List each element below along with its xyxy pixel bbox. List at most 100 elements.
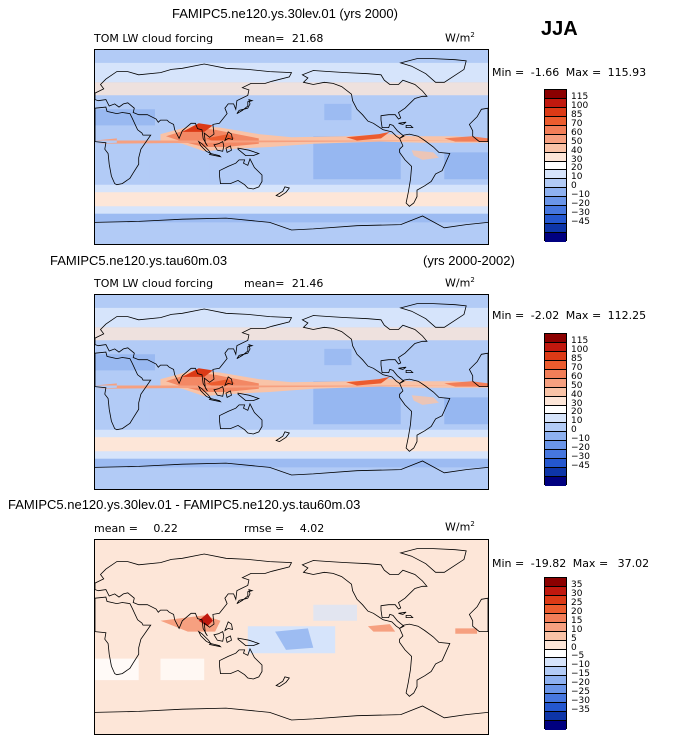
panel-1-map	[94, 49, 489, 245]
colorbar-swatch	[545, 586, 566, 596]
field-contour-region	[160, 658, 205, 681]
field-contour-region	[182, 368, 213, 377]
field-contour-region	[95, 658, 139, 681]
field-contour-region	[95, 222, 488, 244]
coastline	[208, 643, 222, 648]
panel-2-variable: TOM LW cloud forcing	[94, 277, 214, 290]
colorbar-swatch	[545, 360, 566, 370]
coastline	[95, 460, 488, 476]
panel-1-colorbar	[544, 89, 567, 242]
colorbar-swatch	[545, 414, 566, 424]
field-contour-region	[95, 458, 488, 468]
colorbar-swatch	[545, 477, 566, 486]
coastline	[405, 370, 414, 373]
field-contour-region	[95, 109, 155, 126]
coastline	[275, 431, 290, 443]
field-contour-region	[95, 138, 467, 144]
field-contour-region	[444, 397, 488, 425]
colorbar-swatch	[545, 334, 566, 343]
colorbar-tick-label: 0	[571, 425, 577, 436]
panel-2-map	[94, 294, 489, 490]
coastline	[399, 623, 451, 697]
colorbar-swatch	[545, 161, 566, 171]
coastline	[301, 315, 428, 384]
colorbar-tick-label: 115	[571, 335, 589, 346]
coastline	[219, 157, 263, 190]
colorbar-tick-label: 60	[571, 371, 583, 382]
colorbar-tick-label: 30	[571, 398, 583, 409]
coastline	[468, 597, 488, 632]
colorbar-tick-label: −45	[571, 461, 590, 472]
coastline	[236, 588, 254, 604]
field-contour-region	[313, 604, 357, 621]
coastline	[275, 186, 290, 198]
colorbar-tick-label: −15	[571, 669, 590, 680]
colorbar-swatch	[545, 441, 566, 451]
coastline	[398, 121, 407, 125]
field-contour-region	[149, 157, 210, 180]
coastline	[237, 392, 260, 401]
coastline	[405, 125, 414, 128]
panel-3-map	[94, 539, 489, 735]
field-contour-region	[275, 628, 314, 650]
coastline	[95, 63, 293, 147]
coastline	[236, 98, 254, 114]
field-contour-region	[324, 103, 352, 121]
colorbar-tick-label: 15	[571, 615, 583, 626]
colorbar-swatch	[545, 613, 566, 623]
colorbar-swatch	[545, 224, 566, 233]
panel-1-units: W/m2	[445, 31, 475, 45]
colorbar-swatch	[545, 369, 566, 379]
field-contour-region	[95, 437, 488, 452]
coastline	[213, 631, 225, 642]
colorbar-swatch	[545, 378, 566, 388]
field-contour-region	[411, 395, 439, 405]
colorbar-tick-label: 85	[571, 109, 583, 120]
colorbar-tick-label: −30	[571, 208, 590, 219]
field-contour-region	[324, 348, 352, 366]
panel-1-title: FAMIPC5.ne120.ys.30lev.01 (yrs 2000)	[172, 6, 398, 21]
field-contour-region	[313, 381, 401, 425]
coastline	[301, 560, 428, 629]
panel-3-colorbar	[544, 577, 567, 730]
coastline	[399, 133, 451, 207]
colorbar-tick-label: −10	[571, 660, 590, 671]
colorbar-swatch	[545, 107, 566, 117]
colorbar-swatch	[545, 206, 566, 216]
colorbar-swatch	[545, 595, 566, 605]
colorbar-tick-label: 85	[571, 353, 583, 364]
colorbar-swatch	[545, 387, 566, 397]
field-contour-region	[95, 192, 488, 207]
colorbar-swatch	[545, 459, 566, 469]
field-contour-region	[95, 354, 155, 371]
coastline	[468, 107, 488, 142]
field-contour-region	[95, 383, 467, 389]
colorbar-tick-label: 10	[571, 172, 583, 183]
panel-1-min-max: Min = -1.66 Max = 115.93	[492, 66, 647, 79]
coastline	[225, 635, 232, 643]
coastline	[95, 351, 152, 431]
colorbar-swatch	[545, 179, 566, 189]
coastline	[399, 548, 467, 573]
coastline	[219, 647, 263, 680]
colorbar-tick-label: 50	[571, 380, 583, 391]
field-contour-region	[367, 624, 396, 632]
colorbar-swatch	[545, 152, 566, 162]
colorbar-tick-label: 5	[571, 633, 577, 644]
colorbar-swatch	[545, 351, 566, 361]
colorbar-swatch	[545, 622, 566, 632]
field-contour-region	[411, 150, 439, 160]
panel-2-min-max: Min = -2.02 Max = 112.25	[492, 309, 647, 322]
panel-2-mean: mean= 21.46	[244, 277, 324, 290]
field-map-2	[95, 295, 488, 489]
colorbar-swatch	[545, 215, 566, 225]
colorbar-tick-label: 20	[571, 407, 583, 418]
colorbar-tick-label: 70	[571, 118, 583, 129]
colorbar-swatch	[545, 405, 566, 415]
colorbar-tick-label: 0	[571, 181, 577, 192]
colorbar-tick-label: −30	[571, 696, 590, 707]
colorbar-tick-label: 40	[571, 389, 583, 400]
coastline	[224, 621, 234, 632]
panel-2-units: W/m2	[445, 276, 475, 290]
coastline	[208, 398, 222, 403]
